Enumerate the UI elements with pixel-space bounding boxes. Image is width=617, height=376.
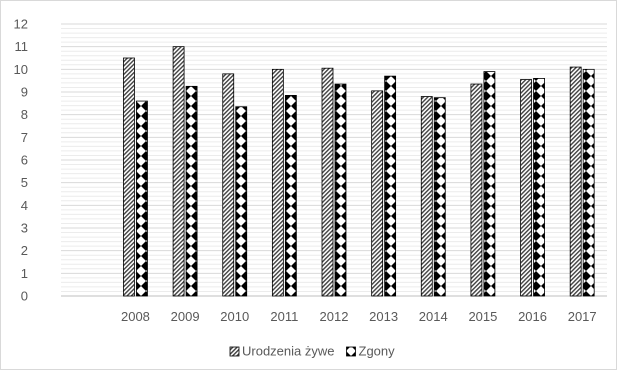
bar-zgony-2015 — [483, 71, 496, 297]
bar-zgony-2009 — [185, 85, 198, 297]
bar-zgony-2008 — [136, 100, 148, 297]
legend-item: Zgony — [346, 344, 396, 359]
bar-urodzenia-2016 — [520, 79, 532, 297]
y-tick-label: 3 — [21, 221, 28, 236]
legend-item: Urodzenia żywe — [229, 344, 335, 359]
x-axis-ticks: 2008 2009 2010 2011 2012 2013 2014 2015 2016 2017 — [121, 309, 597, 324]
y-tick-label: 7 — [21, 130, 28, 145]
bars — [123, 46, 595, 297]
bar-zgony-2011 — [284, 95, 297, 297]
bar-zgony-2012 — [334, 83, 347, 297]
y-tick-label: 0 — [21, 289, 28, 304]
x-tick-label: 2014 — [419, 309, 448, 324]
legend-label: Zgony — [359, 344, 396, 359]
x-tick-label: 2010 — [220, 309, 249, 324]
bar-urodzenia-2008 — [123, 57, 135, 297]
y-tick-label: 4 — [21, 198, 28, 213]
bar-zgony-2014 — [433, 97, 446, 297]
y-tick-label: 10 — [14, 62, 28, 77]
legend-label: Urodzenia żywe — [242, 344, 335, 359]
bar-zgony-2017 — [582, 68, 595, 297]
y-tick-label: 1 — [21, 266, 28, 281]
x-tick-label: 2017 — [568, 309, 597, 324]
x-tick-label: 2011 — [270, 309, 298, 324]
bar-urodzenia-2011 — [271, 68, 284, 297]
y-tick-label: 12 — [14, 17, 28, 32]
bar-urodzenia-2014 — [420, 96, 433, 297]
bar-zgony-2016 — [533, 78, 545, 297]
legend: Urodzenia żywe Zgony — [229, 344, 396, 359]
y-tick-label: 5 — [21, 175, 28, 190]
y-tick-label: 2 — [21, 243, 28, 258]
y-tick-label: 8 — [21, 107, 28, 122]
bar-urodzenia-2010 — [222, 73, 235, 297]
gridlines — [61, 23, 607, 297]
y-tick-label: 9 — [21, 85, 28, 100]
bar-urodzenia-2013 — [371, 90, 384, 297]
y-tick-label: 11 — [15, 39, 29, 54]
x-tick-label: 2012 — [320, 309, 349, 324]
x-tick-label: 2015 — [468, 309, 497, 324]
bar-urodzenia-2012 — [321, 67, 334, 297]
x-tick-label: 2016 — [518, 309, 547, 324]
bar-urodzenia-2017 — [569, 66, 582, 297]
legend-swatch — [346, 346, 356, 357]
x-tick-label: 2013 — [369, 309, 398, 324]
x-tick-label: 2008 — [121, 309, 150, 324]
bar-urodzenia-2009 — [172, 46, 185, 297]
bar-zgony-2010 — [235, 106, 248, 297]
bar-urodzenia-2015 — [470, 83, 483, 297]
x-tick-label: 2009 — [171, 309, 200, 324]
bar-zgony-2013 — [384, 75, 397, 297]
legend-swatch — [229, 346, 240, 357]
y-tick-label: 6 — [21, 153, 28, 168]
